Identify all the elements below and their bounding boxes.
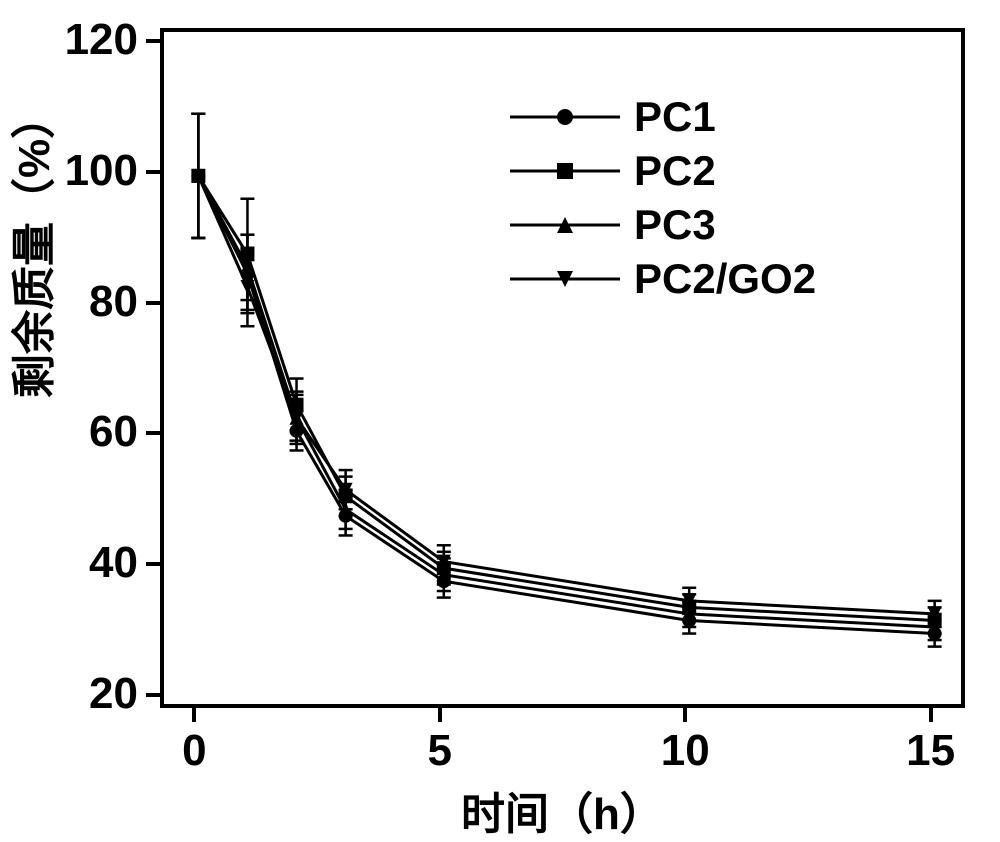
x-tick-mark <box>438 708 442 722</box>
y-tick-label: 120 <box>65 15 138 65</box>
x-tick-label: 15 <box>891 726 971 776</box>
legend: PC1 PC2 PC3 PC2/GO2 <box>510 90 816 306</box>
legend-item: PC2 <box>510 144 816 198</box>
y-tick-mark <box>146 562 160 566</box>
y-tick-label: 40 <box>89 538 138 588</box>
y-tick-label: 60 <box>89 407 138 457</box>
legend-label: PC1 <box>634 93 716 141</box>
legend-line <box>510 252 620 306</box>
legend-item: PC2/GO2 <box>510 252 816 306</box>
x-tick-mark <box>683 708 687 722</box>
legend-label: PC3 <box>634 201 716 249</box>
legend-line <box>510 90 620 144</box>
y-axis-label: 剩余质量（%） <box>0 358 62 398</box>
x-axis-label: 时间（h） <box>443 778 683 842</box>
x-tick-label: 10 <box>645 726 725 776</box>
y-tick-mark <box>146 301 160 305</box>
y-tick-mark <box>146 170 160 174</box>
legend-line <box>510 198 620 252</box>
y-tick-label: 20 <box>89 669 138 719</box>
x-tick-mark <box>192 708 196 722</box>
legend-line <box>510 144 620 198</box>
y-tick-mark <box>146 39 160 43</box>
x-tick-mark <box>929 708 933 722</box>
x-tick-label: 5 <box>400 726 480 776</box>
y-tick-label: 100 <box>65 146 138 196</box>
y-tick-label: 80 <box>89 277 138 327</box>
legend-item: PC3 <box>510 198 816 252</box>
legend-item: PC1 <box>510 90 816 144</box>
legend-label: PC2/GO2 <box>634 255 816 303</box>
y-tick-mark <box>146 693 160 697</box>
y-tick-mark <box>146 431 160 435</box>
legend-label: PC2 <box>634 147 716 195</box>
chart-container: 剩余质量（%） 时间（h） 20406080100120051015 PC1PC… <box>0 0 1000 821</box>
x-tick-label: 0 <box>154 726 234 776</box>
